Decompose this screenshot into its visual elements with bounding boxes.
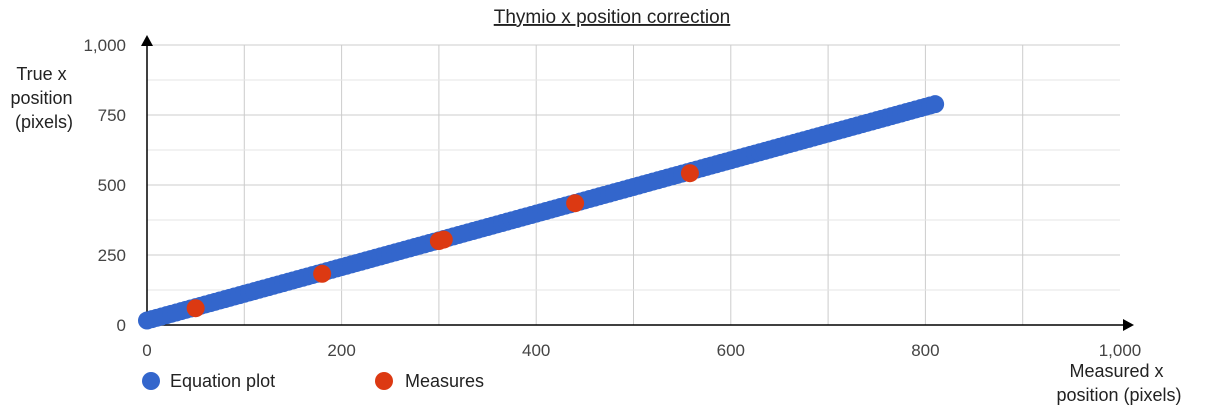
x-tick-label: 0 xyxy=(142,341,151,360)
measure-point xyxy=(680,164,699,183)
y-tick-label: 0 xyxy=(117,316,126,335)
legend-label-equation-plot: Equation plot xyxy=(170,371,275,391)
legend-label-measures: Measures xyxy=(405,371,484,391)
y-tick-label: 500 xyxy=(98,176,126,195)
y-axis-label-line-3: (pixels) xyxy=(15,112,73,132)
measure-point xyxy=(186,299,205,318)
legend: Equation plot Measures xyxy=(142,371,484,391)
measure-point xyxy=(313,264,332,283)
y-axis-ticks: 0 250 500 750 1,000 xyxy=(83,36,126,335)
series-equation-plot xyxy=(138,95,945,330)
y-axis-label-line-1: True x xyxy=(16,64,66,84)
x-tick-label: 1,000 xyxy=(1099,341,1142,360)
x-axis-label: Measured x position (pixels) xyxy=(1056,361,1181,405)
measure-point xyxy=(434,230,453,249)
legend-swatch-equation-plot xyxy=(142,372,160,390)
x-tick-label: 600 xyxy=(717,341,745,360)
y-tick-label: 250 xyxy=(98,246,126,265)
y-axis-label: True x position (pixels) xyxy=(10,64,77,132)
x-axis-arrow xyxy=(1123,319,1134,331)
x-axis-label-line-1: Measured x xyxy=(1069,361,1163,381)
x-axis-label-line-2: position (pixels) xyxy=(1056,385,1181,405)
axes xyxy=(141,35,1134,331)
series-measures xyxy=(186,164,699,318)
x-tick-label: 400 xyxy=(522,341,550,360)
measure-point xyxy=(566,194,585,213)
y-axis-label-line-2: position xyxy=(10,88,72,108)
legend-item-equation-plot: Equation plot xyxy=(142,371,275,391)
y-tick-label: 750 xyxy=(98,106,126,125)
y-axis-arrow xyxy=(141,35,153,46)
equation-plot-point xyxy=(926,95,945,114)
chart-title: Thymio x position correction xyxy=(494,7,731,28)
legend-item-measures: Measures xyxy=(375,371,484,391)
legend-swatch-measures xyxy=(375,372,393,390)
x-tick-label: 800 xyxy=(911,341,939,360)
y-tick-label: 1,000 xyxy=(83,36,126,55)
x-tick-label: 200 xyxy=(327,341,355,360)
x-axis-ticks: 0 200 400 600 800 1,000 xyxy=(142,341,1141,360)
